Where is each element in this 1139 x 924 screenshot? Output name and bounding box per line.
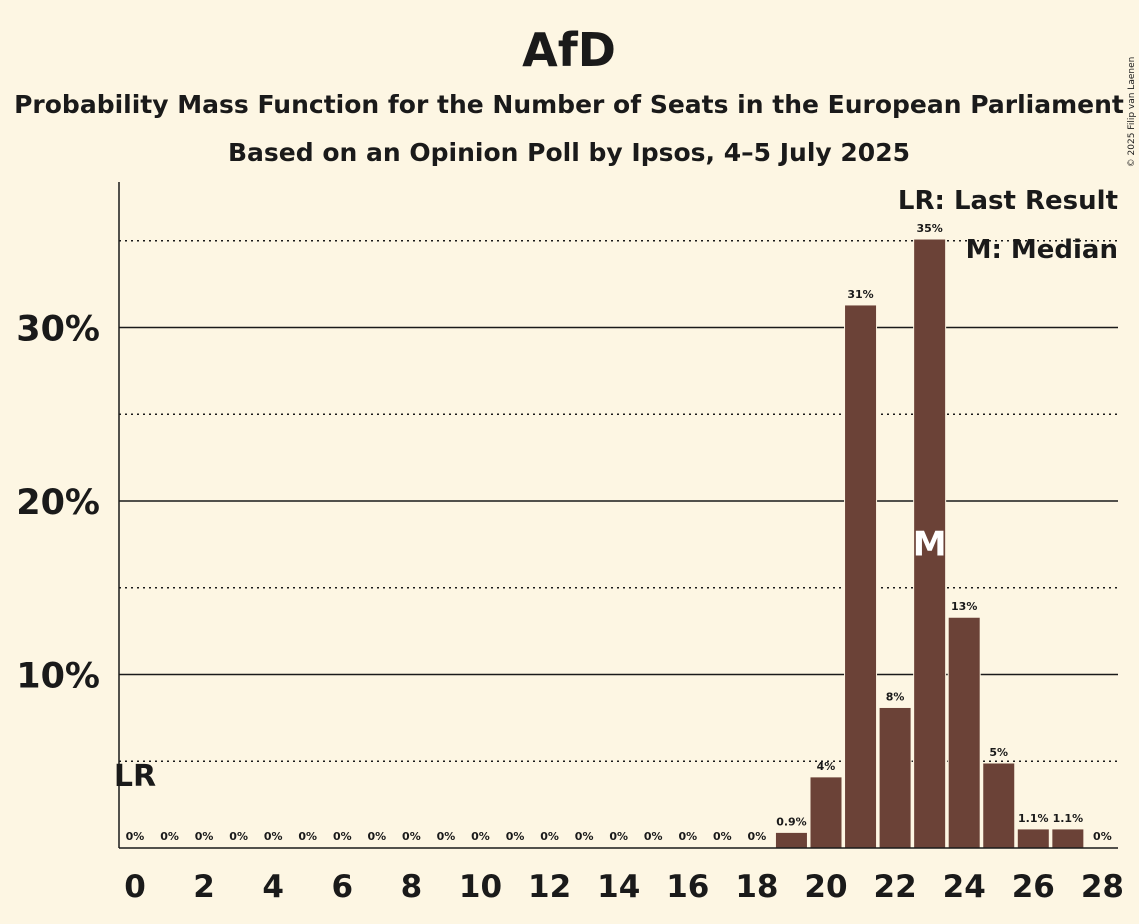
data-label-seat-16: 0%	[678, 830, 697, 843]
data-label-seat-11: 0%	[506, 830, 525, 843]
chart-title: AfD	[522, 23, 616, 77]
data-label-seat-7: 0%	[368, 830, 387, 843]
x-tick-label: 6	[332, 869, 354, 905]
data-label-seat-13: 0%	[575, 830, 594, 843]
y-tick-label: 30%	[16, 310, 100, 350]
median-marker: M	[913, 525, 947, 565]
x-tick-label: 24	[943, 869, 986, 905]
data-label-seat-19: 0.9%	[776, 815, 807, 828]
data-label-seat-10: 0%	[471, 830, 490, 843]
data-label-seat-21: 31%	[847, 288, 873, 301]
bar-seat-27	[1051, 828, 1085, 849]
x-tick-label: 28	[1081, 869, 1124, 905]
legend-median: M: Median	[966, 235, 1118, 265]
labels-layer: 0% 0% 0% 0% 0% 0% 0% 0% 0% 0% 0% 0% 0% 0% 0% 0% 0% 0% 0% 0.…	[114, 222, 1112, 843]
x-tick-label: 2	[193, 869, 215, 905]
data-label-seat-0: 0%	[126, 830, 145, 843]
y-tick-label: 20%	[16, 483, 100, 523]
data-label-seat-14: 0%	[609, 830, 628, 843]
bar-seat-20	[809, 776, 843, 849]
data-label-seat-24: 13%	[951, 600, 977, 613]
x-tick-label: 8	[401, 869, 423, 905]
data-label-seat-25: 5%	[989, 746, 1008, 759]
data-label-seat-1: 0%	[160, 830, 179, 843]
x-tick-label: 10	[459, 869, 502, 905]
x-tick-label: 18	[735, 869, 778, 905]
chart-subtitle: Probability Mass Function for the Number…	[14, 90, 1124, 119]
data-label-seat-6: 0%	[333, 830, 352, 843]
bar-seat-26	[1016, 828, 1050, 849]
data-label-seat-15: 0%	[644, 830, 663, 843]
bar-seat-24	[947, 616, 981, 849]
legend-last-result: LR: Last Result	[898, 186, 1118, 216]
bar-seat-21	[844, 304, 878, 849]
x-tick-label: 16	[666, 869, 709, 905]
axis-layer: 10%20%30%0 2 4 6 8 10 12 14 16 18 20 22 24 26 28	[16, 182, 1124, 905]
x-tick-label: 26	[1012, 869, 1055, 905]
x-tick-label: 0	[124, 869, 146, 905]
data-label-seat-5: 0%	[298, 830, 317, 843]
data-label-seat-23: 35%	[916, 222, 942, 235]
data-label-seat-28: 0%	[1093, 830, 1112, 843]
bar-seat-19	[774, 831, 808, 849]
data-label-seat-22: 8%	[886, 690, 905, 703]
data-label-seat-18: 0%	[748, 830, 767, 843]
x-tick-label: 12	[528, 869, 571, 905]
data-label-seat-3: 0%	[229, 830, 248, 843]
data-label-seat-8: 0%	[402, 830, 421, 843]
data-label-seat-4: 0%	[264, 830, 283, 843]
y-tick-label: 10%	[16, 657, 100, 697]
data-label-seat-20: 4%	[817, 760, 836, 773]
data-label-seat-9: 0%	[437, 830, 456, 843]
last-result-marker: LR	[114, 759, 156, 794]
bar-seat-22	[878, 706, 912, 849]
x-tick-label: 4	[262, 869, 284, 905]
data-label-seat-26: 1.1%	[1018, 812, 1049, 825]
x-tick-label: 22	[874, 869, 917, 905]
data-label-seat-12: 0%	[540, 830, 559, 843]
data-label-seat-27: 1.1%	[1053, 812, 1084, 825]
data-label-seat-2: 0%	[195, 830, 214, 843]
chart-subtitle-2: Based on an Opinion Poll by Ipsos, 4–5 J…	[228, 138, 910, 167]
copyright-text: © 2025 Filip van Laenen	[1127, 57, 1137, 168]
bars-layer	[774, 238, 1085, 849]
bar-seat-25	[982, 762, 1016, 849]
x-tick-label: 14	[597, 869, 640, 905]
data-label-seat-17: 0%	[713, 830, 732, 843]
x-tick-label: 20	[804, 869, 847, 905]
